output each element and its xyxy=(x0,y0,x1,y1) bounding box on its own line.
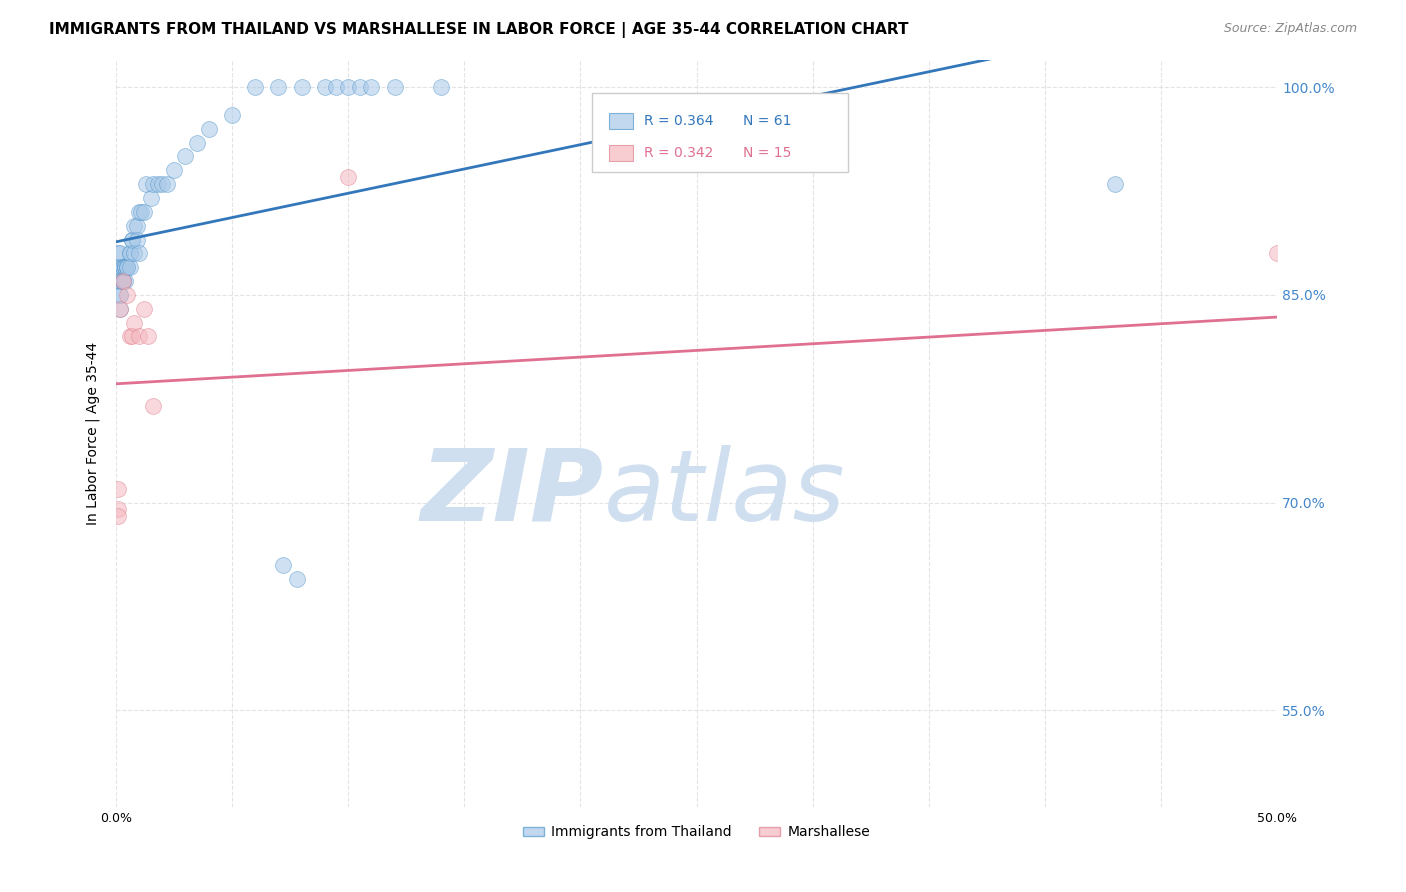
Point xyxy=(107,482,129,496)
Point xyxy=(128,329,150,343)
Point xyxy=(142,399,165,413)
Text: IMMIGRANTS FROM THAILAND VS MARSHALLESE IN LABOR FORCE | AGE 35-44 CORRELATION C: IMMIGRANTS FROM THAILAND VS MARSHALLESE … xyxy=(49,22,908,38)
Point xyxy=(117,260,139,275)
Point xyxy=(132,205,155,219)
Point xyxy=(285,572,308,586)
Point xyxy=(110,260,132,275)
Point xyxy=(291,80,314,95)
Point xyxy=(384,80,406,95)
Point xyxy=(197,121,219,136)
Point xyxy=(128,205,150,219)
Point xyxy=(1265,246,1288,260)
Point xyxy=(111,274,134,288)
Text: ZIP: ZIP xyxy=(420,444,603,541)
Point xyxy=(131,205,153,219)
Point xyxy=(117,260,139,275)
Point xyxy=(136,329,159,343)
Legend: Immigrants from Thailand, Marshallese: Immigrants from Thailand, Marshallese xyxy=(517,820,876,845)
Text: atlas: atlas xyxy=(603,444,845,541)
Point xyxy=(337,80,360,95)
Point xyxy=(271,558,294,572)
FancyBboxPatch shape xyxy=(592,94,848,172)
Point xyxy=(118,246,141,260)
Point xyxy=(111,274,134,288)
Point xyxy=(110,246,132,260)
Point xyxy=(325,80,347,95)
Point xyxy=(107,260,129,275)
Point xyxy=(1104,177,1126,191)
Point xyxy=(110,301,132,316)
Point xyxy=(107,246,129,260)
Point xyxy=(150,177,173,191)
Point xyxy=(267,80,290,95)
Point xyxy=(117,260,139,275)
Point xyxy=(132,301,155,316)
Point xyxy=(128,246,150,260)
Point xyxy=(114,260,136,275)
Point xyxy=(430,80,453,95)
Point xyxy=(111,274,134,288)
Point xyxy=(110,274,132,288)
Point xyxy=(117,288,139,302)
Point xyxy=(111,260,134,275)
Point xyxy=(107,274,129,288)
Point xyxy=(110,260,132,275)
Text: R = 0.364: R = 0.364 xyxy=(644,114,714,128)
Point xyxy=(360,80,382,95)
Point xyxy=(139,191,162,205)
Point xyxy=(118,329,141,343)
Point xyxy=(118,260,141,275)
Point xyxy=(107,509,129,524)
Point xyxy=(121,233,143,247)
FancyBboxPatch shape xyxy=(609,112,633,129)
Y-axis label: In Labor Force | Age 35-44: In Labor Force | Age 35-44 xyxy=(86,342,100,524)
Point xyxy=(124,316,146,330)
Point xyxy=(125,219,148,233)
Text: R = 0.342: R = 0.342 xyxy=(644,146,714,160)
Point xyxy=(142,177,165,191)
Point xyxy=(107,502,129,516)
Point xyxy=(121,233,143,247)
Point xyxy=(314,80,336,95)
Point xyxy=(349,80,371,95)
Point xyxy=(163,163,186,178)
Point xyxy=(221,108,243,122)
Point xyxy=(114,274,136,288)
Point xyxy=(114,260,136,275)
Point xyxy=(111,274,134,288)
Point xyxy=(124,219,146,233)
Point xyxy=(118,246,141,260)
Point xyxy=(114,260,136,275)
Text: N = 61: N = 61 xyxy=(742,114,792,128)
Point xyxy=(110,274,132,288)
Point xyxy=(384,814,406,828)
Point xyxy=(111,274,134,288)
Point xyxy=(125,233,148,247)
Point xyxy=(107,260,129,275)
Text: Source: ZipAtlas.com: Source: ZipAtlas.com xyxy=(1223,22,1357,36)
Point xyxy=(174,149,197,163)
Point xyxy=(124,246,146,260)
Point xyxy=(111,260,134,275)
Point xyxy=(186,136,208,150)
Text: N = 15: N = 15 xyxy=(742,146,792,160)
Point xyxy=(121,329,143,343)
Point xyxy=(110,301,132,316)
Point xyxy=(110,288,132,302)
Point xyxy=(107,274,129,288)
Point xyxy=(146,177,169,191)
FancyBboxPatch shape xyxy=(609,145,633,161)
Point xyxy=(110,288,132,302)
Point xyxy=(243,80,266,95)
Point xyxy=(337,170,360,185)
Point xyxy=(135,177,157,191)
Point xyxy=(156,177,179,191)
